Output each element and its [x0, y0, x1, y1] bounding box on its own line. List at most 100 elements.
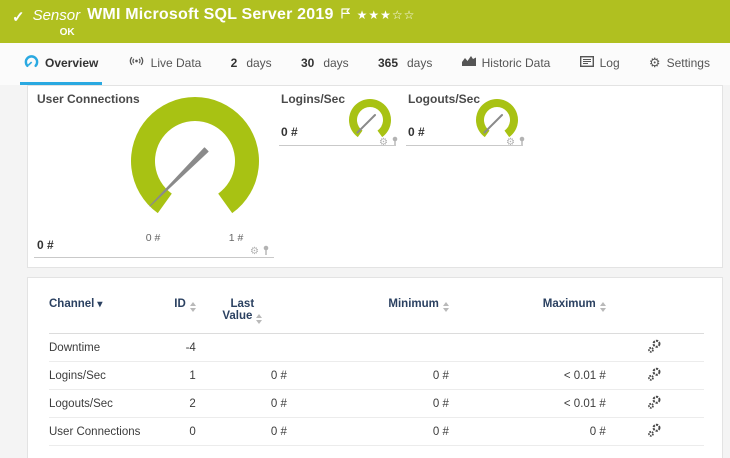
- tab-label: Log: [599, 55, 620, 70]
- status-badge: OK: [59, 27, 75, 38]
- gear-icon: ⚙: [648, 54, 661, 70]
- tab-label: Live Data: [150, 55, 202, 70]
- channel-minimum: [288, 333, 451, 362]
- pin-icon[interactable]: [518, 134, 526, 152]
- stars-filled: ★★★: [356, 8, 392, 22]
- channel-id: 2: [157, 389, 198, 418]
- flag-icon[interactable]: [340, 6, 350, 24]
- channel-settings-icon[interactable]: [647, 367, 662, 385]
- channel-maximum: < 0.01 #: [450, 389, 608, 418]
- gauge-title-logins: Logins/Sec: [281, 92, 346, 106]
- logins-gauge: [349, 99, 391, 138]
- channel-settings-icon[interactable]: [647, 423, 662, 441]
- area-chart-icon: [461, 55, 476, 70]
- table-row[interactable]: Downtime -4: [49, 333, 704, 362]
- broadcast-icon: [128, 55, 145, 70]
- tab-live-data[interactable]: Live Data: [124, 43, 206, 85]
- gauge-current-value: 0 #: [281, 125, 298, 139]
- check-icon: ✓: [12, 9, 25, 26]
- column-header-settings: [607, 292, 704, 334]
- table-row[interactable]: Logins/Sec 1 0 # 0 # < 0.01 #: [49, 361, 704, 390]
- log-icon: [579, 55, 594, 70]
- channel-maximum: < 0.01 #: [450, 361, 608, 390]
- channel-last-value: 0 #: [197, 389, 289, 418]
- gauges-panel: User Connections 0 # 1 # 0 # ⚙ Logins/Se…: [27, 85, 723, 268]
- tab-label: Overview: [45, 55, 99, 70]
- tab-365-days[interactable]: 365 days: [374, 43, 436, 85]
- gauge-title-user-connections: User Connections: [37, 92, 140, 106]
- gauge-actions: ⚙: [506, 134, 526, 152]
- logouts-gauge: [476, 99, 518, 138]
- sort-icon: [189, 302, 196, 312]
- gauge-title-logouts: Logouts/Sec: [408, 92, 481, 106]
- table-row[interactable]: Logouts/Sec 2 0 # 0 # < 0.01 #: [49, 389, 704, 418]
- gauge-needle: [149, 147, 209, 207]
- tab-overview[interactable]: Overview: [20, 43, 103, 85]
- channel-last-value: 0 #: [197, 361, 289, 390]
- sensor-title: WMI Microsoft SQL Server 2019: [87, 6, 334, 23]
- channels-table: Channel ▾ ID Last Value Minimum Maximum: [49, 292, 704, 446]
- divider: [406, 145, 523, 146]
- sensor-status-bar: ✓ Sensor WMI Microsoft SQL Server 2019 ★…: [0, 0, 730, 43]
- tab-settings[interactable]: ⚙ Settings: [645, 43, 714, 85]
- gauge-current-value: 0 #: [408, 125, 425, 139]
- sort-icon: [256, 314, 263, 324]
- channel-name: Downtime: [49, 333, 158, 362]
- sort-icon: [599, 302, 606, 312]
- stars-empty: ☆☆: [391, 8, 416, 22]
- channel-name: User Connections: [49, 417, 158, 446]
- channel-name: Logouts/Sec: [49, 389, 158, 418]
- table-row[interactable]: User Connections 0 0 # 0 # 0 #: [49, 417, 704, 446]
- tab-number: 365: [377, 55, 398, 70]
- sort-desc-icon: ▾: [97, 299, 103, 310]
- tab-2-days[interactable]: 2 days: [227, 43, 276, 85]
- gauge-actions: ⚙: [250, 243, 270, 261]
- gear-icon[interactable]: ⚙: [506, 137, 515, 148]
- gauge-scale-max: 1 #: [228, 232, 244, 244]
- tab-historic-data[interactable]: Historic Data: [458, 43, 555, 85]
- channel-maximum: [450, 333, 608, 362]
- pin-icon[interactable]: [262, 243, 270, 261]
- channel-settings-icon[interactable]: [647, 395, 662, 413]
- divider: [34, 257, 274, 258]
- column-header-channel[interactable]: Channel ▾: [49, 292, 158, 334]
- gear-icon[interactable]: ⚙: [379, 137, 388, 148]
- pin-icon[interactable]: [391, 134, 399, 152]
- tab-label: days: [323, 55, 349, 70]
- channel-maximum: 0 #: [450, 417, 608, 446]
- channels-table-panel: Channel ▾ ID Last Value Minimum Maximum: [27, 277, 723, 458]
- channel-id: 0: [157, 417, 198, 446]
- column-header-minimum[interactable]: Minimum: [288, 292, 451, 334]
- column-header-id[interactable]: ID: [157, 292, 198, 334]
- channel-name: Logins/Sec: [49, 361, 158, 390]
- sensor-kind-label: Sensor: [32, 7, 81, 24]
- gauge-scale-min: 0 #: [145, 232, 161, 244]
- channel-minimum: 0 #: [288, 389, 451, 418]
- tab-label: days: [246, 55, 272, 70]
- tab-30-days[interactable]: 30 days: [297, 43, 353, 85]
- channel-minimum: 0 #: [288, 361, 451, 390]
- table-header-row: Channel ▾ ID Last Value Minimum Maximum: [49, 292, 704, 334]
- column-header-last-value[interactable]: Last Value: [197, 292, 289, 334]
- gauge-needle: [483, 114, 503, 134]
- channel-last-value: 0 #: [197, 417, 289, 446]
- tab-label: days: [407, 55, 433, 70]
- sort-icon: [442, 302, 449, 312]
- gear-icon[interactable]: ⚙: [250, 246, 259, 257]
- tab-log[interactable]: Log: [576, 43, 624, 85]
- gauge-needle: [356, 114, 376, 134]
- tab-label: Historic Data: [481, 55, 551, 70]
- tab-number: 30: [300, 55, 315, 70]
- tab-label: Settings: [666, 55, 710, 70]
- priority-stars[interactable]: ★★★☆☆: [357, 8, 416, 22]
- channel-id: -4: [157, 333, 198, 362]
- tab-bar: Overview Live Data 2 days 30 days 365 da…: [0, 43, 730, 85]
- user-connections-gauge: [131, 97, 259, 214]
- channel-settings-icon[interactable]: [647, 339, 662, 357]
- divider: [279, 145, 396, 146]
- gauge-icon: [24, 54, 39, 72]
- gauge-current-value: 0 #: [37, 238, 54, 252]
- column-header-maximum[interactable]: Maximum: [450, 292, 608, 334]
- channel-id: 1: [157, 361, 198, 390]
